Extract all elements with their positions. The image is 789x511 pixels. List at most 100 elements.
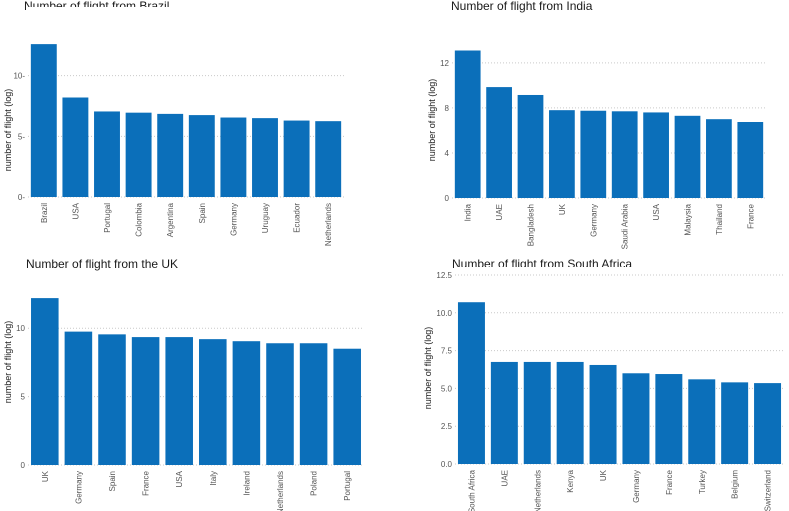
x-tick-label: Spain [198, 203, 207, 223]
bar-uk [31, 298, 59, 465]
x-tick-label: India [464, 203, 473, 221]
bar-uk [589, 364, 617, 464]
y-tick-label: 10- [13, 72, 25, 81]
bar-germany [622, 373, 650, 464]
x-tick-label: USA [652, 203, 661, 220]
x-tick-label: Uruguay [261, 203, 270, 233]
x-tick-label: Colombia [135, 202, 144, 236]
y-tick-label: 0 [21, 461, 26, 470]
bar-uae [486, 87, 512, 198]
x-tick-label: Ireland [242, 471, 251, 495]
bar-chart-brazil: 0- 5- 10- Brazil USA Portugal Colombia Argentin… [13, 7, 344, 246]
x-tick-label: Germany [632, 470, 641, 503]
bar-france [655, 374, 683, 464]
bar-brazil [30, 44, 57, 198]
y-tick-label: 10 [16, 324, 25, 333]
y-tick-label: 0 [445, 194, 450, 203]
y-tick-label: 12.5 [436, 271, 452, 280]
bar-usa [62, 97, 89, 197]
bar-netherlands [523, 361, 551, 464]
x-tick-label: Germany [229, 203, 238, 236]
x-tick-label: Brazil [40, 203, 49, 223]
bar-portugal [94, 111, 120, 197]
bar-uk [549, 110, 575, 198]
x-tick-label: Poland [310, 471, 319, 496]
x-tick-label: France [665, 469, 674, 494]
x-tick-label: UK [41, 470, 50, 482]
bar-netherlands [315, 121, 342, 197]
y-tick-label: 5 [21, 393, 26, 402]
x-tick-label: Netherlands [276, 471, 285, 511]
bar-france [131, 337, 160, 465]
x-tick-label: Spain [108, 471, 117, 491]
x-tick-label: Portugal [343, 471, 352, 501]
x-tick-label: Bangladesh [527, 204, 536, 246]
x-tick-label: France [142, 470, 151, 495]
bar-spain [188, 115, 215, 197]
bar-usa [165, 337, 193, 465]
x-tick-label: Turkey [698, 470, 707, 494]
y-tick-label: 4 [445, 149, 450, 158]
bar-uruguay [252, 118, 278, 197]
y-tick-label: 0.0 [441, 460, 453, 469]
x-tick-label: Portugal [103, 203, 112, 233]
bar-germany [580, 110, 607, 198]
chart-panel-brazil: Number of flight from Brazil number of f… [0, 0, 345, 246]
bar-usa [643, 112, 669, 198]
y-tick-label: 5- [18, 132, 25, 141]
chart-panel-south-africa: Number of flight from South Africa numbe… [400, 250, 789, 511]
bar-portugal [333, 348, 361, 465]
bar-germany [64, 331, 93, 465]
x-tick-label: Netherlands [324, 203, 333, 246]
bar-belgium [721, 382, 749, 464]
bar-switzerland [754, 383, 782, 464]
y-tick-label: 7.5 [441, 347, 453, 356]
x-tick-label: Saudi Arabia [621, 203, 630, 249]
x-tick-label: Ecuador [293, 203, 302, 233]
bar-bangladesh [517, 94, 544, 198]
bar-india [454, 50, 481, 198]
bar-france [737, 122, 764, 198]
y-tick-label: 8 [445, 104, 450, 113]
x-tick-label: France [746, 203, 755, 228]
x-tick-label: UK [599, 469, 608, 481]
bar-south-africa [457, 302, 485, 464]
y-tick-label: 0- [18, 193, 25, 202]
x-tick-label: Switzerland [764, 470, 773, 511]
bar-germany [220, 117, 247, 197]
x-tick-label: UAE [495, 204, 504, 220]
x-tick-label: UAE [500, 470, 509, 486]
bar-thailand [706, 119, 732, 198]
x-tick-label: UK [558, 203, 567, 215]
x-tick-label: Malaysia [684, 203, 693, 235]
y-tick-label: 2.5 [441, 422, 453, 431]
bar-ecuador [283, 120, 310, 197]
x-tick-label: USA [71, 202, 80, 219]
x-tick-label: Argentina [166, 202, 175, 237]
x-tick-label: Germany [74, 471, 83, 504]
chart-title: Number of flight from India [451, 0, 593, 13]
y-tick-label: 5.0 [441, 384, 453, 393]
bar-ireland [232, 341, 261, 465]
x-tick-label: South Africa [467, 469, 476, 511]
y-tick-label: 10.0 [436, 309, 452, 318]
chart-panel-india: Number of flight from India number of fl… [400, 0, 789, 249]
chart-title: Number of flight from the UK [26, 257, 179, 271]
bar-italy [199, 339, 227, 465]
bar-malaysia [674, 115, 701, 198]
y-tick-label: 12 [440, 59, 449, 68]
bar-spain [98, 334, 126, 465]
bar-kenya [556, 361, 584, 464]
bar-netherlands [266, 343, 294, 465]
x-tick-label: Germany [589, 204, 598, 237]
bar-saudi-arabia [611, 111, 638, 198]
bar-chart-south-africa: 0.0 2.5 5.0 7.5 10.0 12.5 South Africa UAE Nethe… [436, 267, 784, 511]
bar-turkey [688, 379, 716, 464]
chart-panel-uk: Number of flight from the UK number of f… [0, 250, 365, 511]
x-tick-label: Netherlands [533, 470, 542, 511]
x-tick-label: USA [175, 470, 184, 487]
bar-colombia [125, 112, 152, 197]
x-tick-label: Thailand [715, 204, 724, 235]
x-tick-label: Italy [209, 471, 218, 486]
bar-uae [490, 361, 518, 464]
